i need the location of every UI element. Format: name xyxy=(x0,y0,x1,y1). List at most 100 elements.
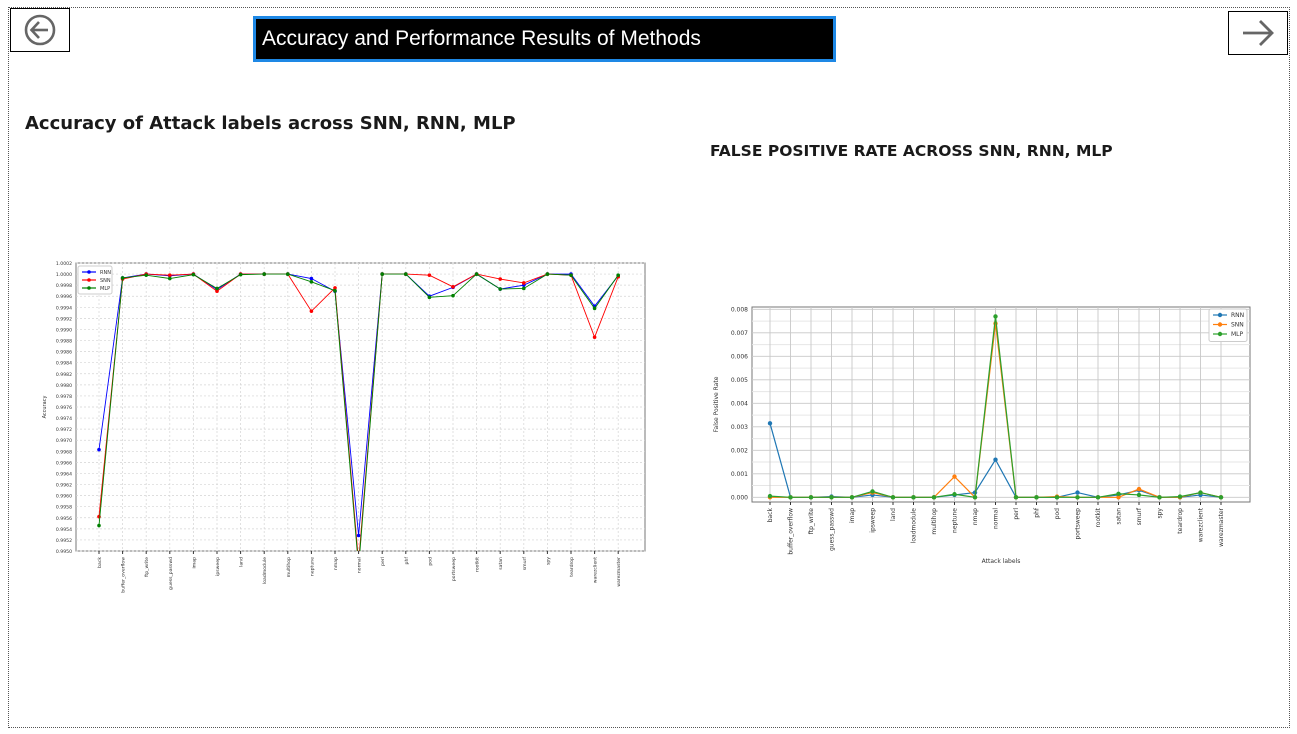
x-tick-label: ftp_write xyxy=(144,557,150,577)
accuracy-chart-title: Accuracy of Attack labels across SNN, RN… xyxy=(25,113,516,134)
x-tick-label: ipsweep xyxy=(215,557,221,576)
x-tick-label: buffer_overflow xyxy=(121,557,127,593)
fpr-chart: 0.000 0.001 0.002 0.003 0.004 0.005 0.006 0.007… xyxy=(713,306,1251,565)
x-tick-label: multihop xyxy=(286,557,292,577)
x-tick-label: normal xyxy=(357,557,363,573)
x-tick-label: back xyxy=(767,507,774,522)
x-tick-label: multihop xyxy=(931,508,938,535)
series-mlp xyxy=(767,314,1224,500)
y-tick-label: 0.9986 xyxy=(56,350,72,356)
x-tick-label: ftp_write xyxy=(808,508,815,535)
y-tick-label: 0.9978 xyxy=(56,394,72,400)
x-tick-label: smurf xyxy=(1136,507,1143,525)
x-tick-label: phf xyxy=(404,557,410,565)
x-tick-label: neptune xyxy=(309,557,315,576)
y-tick-label: 0.9976 xyxy=(56,405,72,411)
x-tick-label: pod xyxy=(427,557,433,566)
x-tick-label: spy xyxy=(546,557,551,565)
y-tick-label: 0.9996 xyxy=(56,294,72,300)
y-tick-label: 0.9990 xyxy=(56,327,72,333)
y-tick-label: 0.9984 xyxy=(56,361,72,367)
x-tick-label: warezmaster xyxy=(1218,507,1225,546)
x-tick-label: perl xyxy=(1013,508,1020,520)
arrow-right-icon xyxy=(1243,20,1274,46)
x-axis-label: Attack labels xyxy=(982,558,1021,565)
y-tick-label: 0.9958 xyxy=(56,505,72,511)
fpr-chart-title: FALSE POSITIVE RATE ACROSS SNN, RNN, MLP xyxy=(710,142,1113,160)
y-tick-label: 0.9982 xyxy=(56,372,72,378)
series-mlp xyxy=(97,272,620,551)
x-tick-label: satan xyxy=(498,557,504,570)
x-tick-label: loadmodule xyxy=(911,508,918,544)
y-tick-label: 0.9992 xyxy=(56,316,72,322)
x-tick-label: normal xyxy=(993,508,1000,529)
y-tick-label: 0.000 xyxy=(731,494,748,501)
x-tick-label: smurf xyxy=(522,557,528,571)
chart-legend: RNN SNN MLP xyxy=(77,265,113,295)
legend-label: SNN xyxy=(1231,322,1244,329)
x-tick-label: rootkit xyxy=(475,557,481,572)
chart-legend: RNN SNN MLP xyxy=(1208,308,1248,342)
y-tick-label: 0.9974 xyxy=(56,416,72,422)
x-tick-label: back xyxy=(97,557,103,568)
x-tick-label: guess_passwd xyxy=(829,508,836,551)
x-tick-label: imap xyxy=(191,557,197,569)
y-tick-label: 0.006 xyxy=(731,353,748,360)
x-tick-label: guess_passwd xyxy=(168,557,174,590)
x-tick-label: nmap xyxy=(334,557,339,570)
x-tick-label: land xyxy=(890,508,897,521)
x-tick-label: loadmodule xyxy=(262,557,268,584)
accuracy-chart: 0.9950 0.9952 0.9954 0.9956 0.9958 0.9960 0.99… xyxy=(42,261,646,593)
y-tick-label: 0.007 xyxy=(731,330,748,337)
x-tick-label: teardrop xyxy=(1177,508,1184,534)
y-tick-label: 0.9962 xyxy=(56,483,72,489)
x-tick-label: pod xyxy=(1054,508,1061,519)
y-tick-label: 0.004 xyxy=(731,400,748,407)
y-tick-label: 0.005 xyxy=(731,377,748,384)
x-tick-label: warezmaster xyxy=(616,557,622,587)
y-tick-label: 0.9966 xyxy=(56,460,72,466)
x-tick-label: warezclient xyxy=(1198,507,1205,542)
y-tick-label: 0.9956 xyxy=(56,516,72,522)
y-tick-label: 0.9960 xyxy=(56,494,72,500)
x-tick-label: portsweep xyxy=(1075,508,1082,540)
legend-label: MLP xyxy=(1231,331,1244,338)
y-tick-label: 0.9988 xyxy=(56,339,72,345)
legend-label: MLP xyxy=(100,286,110,292)
y-tick-label: 0.9968 xyxy=(56,449,72,455)
x-tick-label: nmap xyxy=(972,508,979,525)
page-title: Accuracy and Performance Results of Meth… xyxy=(253,16,836,62)
y-tick-label: 0.9998 xyxy=(56,283,72,289)
x-tick-label: spy xyxy=(1157,508,1164,519)
y-tick-label: 0.001 xyxy=(731,471,748,478)
y-tick-label: 0.9970 xyxy=(56,438,72,444)
x-tick-label: land xyxy=(239,557,245,567)
y-tick-label: 0.008 xyxy=(731,306,748,313)
y-tick-label: 0.002 xyxy=(731,447,748,454)
legend-label: SNN xyxy=(100,278,111,284)
x-tick-label: imap xyxy=(849,508,856,523)
x-tick-label: phf xyxy=(1034,507,1041,518)
y-tick-label: 0.9972 xyxy=(56,427,72,433)
arrow-left-circle-icon xyxy=(24,14,56,46)
x-tick-label: warezclient xyxy=(593,557,599,583)
legend-label: RNN xyxy=(1231,312,1244,319)
y-tick-label: 0.003 xyxy=(731,424,748,431)
y-tick-label: 1.0000 xyxy=(56,272,72,278)
x-tick-label: perl xyxy=(380,557,386,566)
x-tick-label: buffer_overflow xyxy=(788,508,795,555)
y-axis-label: Accuracy xyxy=(42,396,48,419)
y-tick-label: 0.9954 xyxy=(56,527,72,533)
x-tick-label: neptune xyxy=(952,508,959,533)
x-tick-label: teardrop xyxy=(569,557,575,577)
y-tick-label: 0.9950 xyxy=(56,549,72,555)
report-page-frame xyxy=(8,7,1290,728)
next-button[interactable] xyxy=(1228,11,1288,55)
x-tick-label: rootkit xyxy=(1095,507,1102,527)
x-tick-label: portsweep xyxy=(451,557,457,581)
y-tick-label: 0.9952 xyxy=(56,538,72,544)
y-axis-label: False Positive Rate xyxy=(713,376,720,432)
back-button[interactable] xyxy=(10,8,70,52)
y-tick-label: 1.0002 xyxy=(56,261,72,267)
